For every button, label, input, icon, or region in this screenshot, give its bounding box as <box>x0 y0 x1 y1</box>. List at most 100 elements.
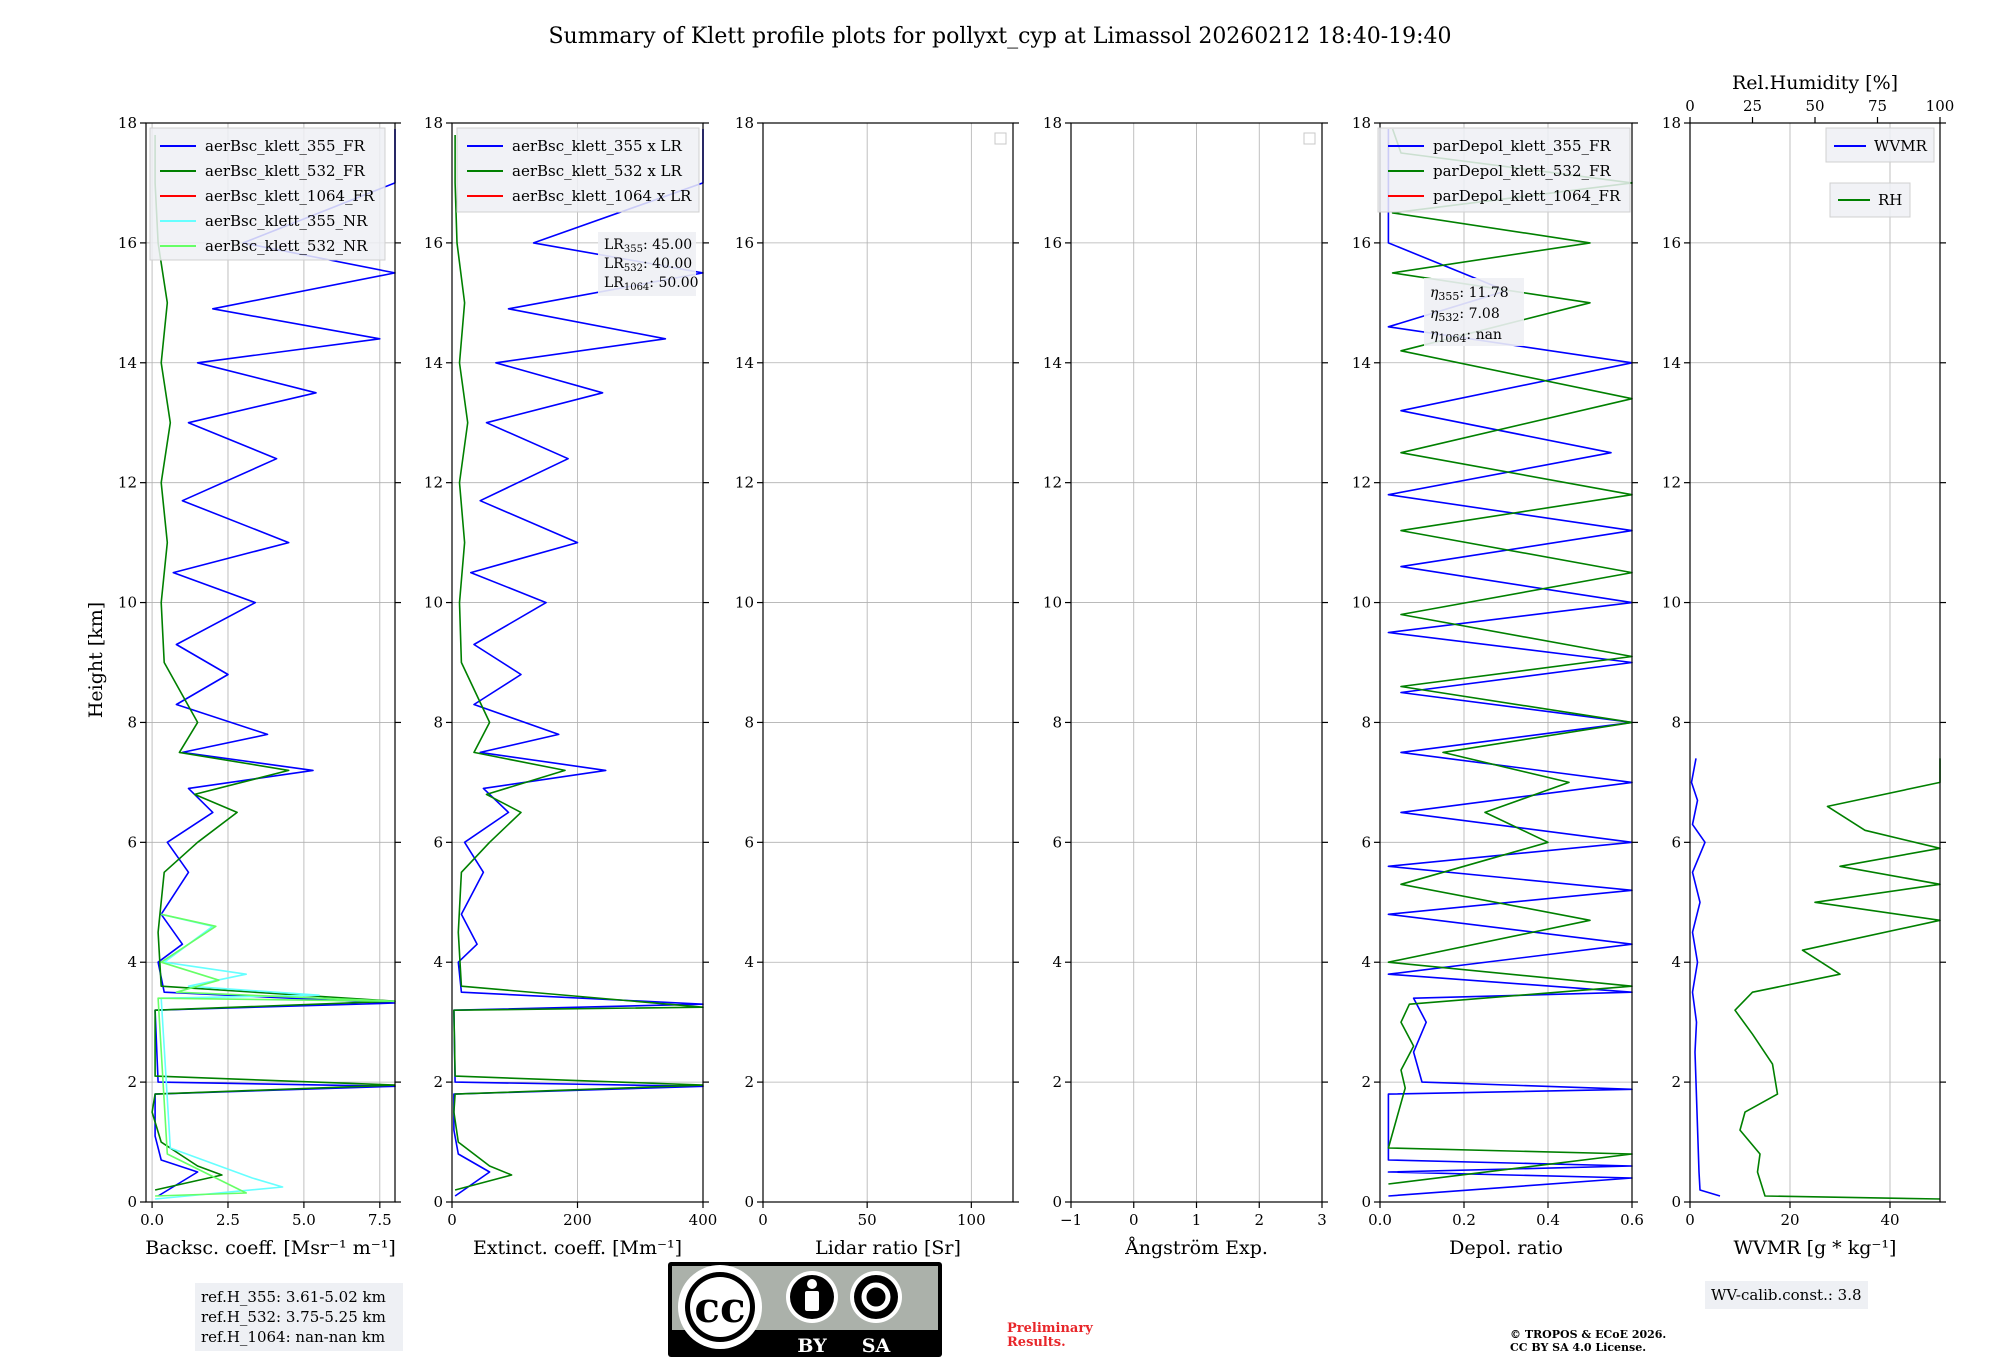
x-tick-label: 200 <box>563 1211 592 1229</box>
y-tick-label: 4 <box>744 953 754 971</box>
x-tick-label: 0 <box>1685 1211 1695 1229</box>
top-x-tick-label: 100 <box>1926 97 1955 115</box>
legend-entry: aerBsc_klett_532 x LR <box>512 162 683 180</box>
series-line-aerBsc_klett_532_NR <box>155 913 396 1197</box>
ref-height-1064: ref.H_1064: nan-nan km <box>201 1328 386 1346</box>
cc-by-sa-logo: cc BY SA <box>668 1262 942 1357</box>
y-tick-label: 4 <box>127 953 137 971</box>
cc-sa-text: SA <box>862 1335 891 1357</box>
y-tick-label: 0 <box>127 1193 137 1211</box>
y-tick-label: 0 <box>1671 1193 1681 1211</box>
y-tick-label: 12 <box>735 474 754 492</box>
ref-height-532: ref.H_532: 3.75-5.25 km <box>201 1308 386 1326</box>
y-tick-label: 18 <box>1352 114 1371 132</box>
lidar-ratio-annotation: LR355: 45.00 LR532: 40.00 LR1064: 50.00 <box>598 232 699 296</box>
y-tick-label: 2 <box>127 1073 137 1091</box>
y-tick-label: 0 <box>1052 1193 1062 1211</box>
x-axis-label: Ångström Exp. <box>1124 1237 1268 1259</box>
y-tick-label: 14 <box>118 354 137 372</box>
series-line-aerBsc_klett_355_NR <box>155 913 320 1200</box>
y-tick-label: 16 <box>424 234 443 252</box>
y-tick-label: 14 <box>1352 354 1371 372</box>
copyright-note: © TROPOS & ECoE 2026. CC BY SA 4.0 Licen… <box>1510 1328 1666 1354</box>
y-tick-label: 6 <box>1361 833 1371 851</box>
preliminary-line: Results. <box>1007 1335 1066 1350</box>
x-tick-label: 2 <box>1254 1211 1264 1229</box>
x-tick-label: 0.0 <box>1368 1211 1392 1229</box>
top-axis-label: Rel.Humidity [%] <box>1732 72 1898 94</box>
y-tick-label: 8 <box>1052 713 1062 731</box>
axes-frame <box>1379 122 1633 1203</box>
y-tick-label: 4 <box>1361 953 1371 971</box>
y-tick-label: 18 <box>1662 114 1681 132</box>
cc-logo-text: cc <box>694 1283 745 1332</box>
series-line-WVMR <box>1690 758 1721 1197</box>
y-tick-label: 2 <box>433 1073 443 1091</box>
legend-backscatter: aerBsc_klett_355_FR aerBsc_klett_532_FR … <box>149 127 386 261</box>
x-tick-label: 0.6 <box>1620 1211 1644 1229</box>
x-tick-label: 0 <box>1129 1211 1139 1229</box>
y-tick-label: 10 <box>1662 594 1681 612</box>
y-tick-label: 18 <box>118 114 137 132</box>
x-tick-label: 50 <box>858 1211 877 1229</box>
y-tick-label: 10 <box>424 594 443 612</box>
x-tick-label: 400 <box>689 1211 718 1229</box>
x-tick-label: 0.4 <box>1536 1211 1560 1229</box>
y-tick-label: 16 <box>1352 234 1371 252</box>
panel-backscatter: 0 2 4 6 8 10 12 14 16 18 0.0 2.5 5.0 7.5 Backsc. coeff… <box>118 114 401 1259</box>
empty-legend-box <box>1303 132 1316 145</box>
legend-depol: parDepol_klett_355_FR parDepol_klett_532… <box>1377 127 1631 213</box>
y-tick-label: 0 <box>744 1193 754 1211</box>
legend-entry: aerBsc_klett_355_NR <box>205 212 368 230</box>
y-tick-label: 2 <box>1671 1073 1681 1091</box>
series-line-aerBsc_klett_532 x LR <box>453 135 704 1191</box>
legend-entry: aerBsc_klett_1064 x LR <box>512 187 692 205</box>
eta355-annotation: η355: 11.78 <box>1430 285 1509 303</box>
legend-entry: parDepol_klett_532_FR <box>1433 162 1611 180</box>
x-tick-label: 0.0 <box>140 1211 164 1229</box>
y-tick-label: 16 <box>118 234 137 252</box>
y-tick-label: 4 <box>1671 953 1681 971</box>
legend-entry: parDepol_klett_355_FR <box>1433 137 1611 155</box>
x-axis-label: Extinct. coeff. [Mm⁻¹] <box>473 1237 682 1259</box>
y-tick-label: 10 <box>1352 594 1371 612</box>
legend-extinction: aerBsc_klett_355 x LR aerBsc_klett_532 x… <box>456 127 700 213</box>
y-tick-label: 14 <box>735 354 754 372</box>
y-tick-label: 10 <box>118 594 137 612</box>
legend-entry: WVMR <box>1874 137 1928 155</box>
legend-rh: RH <box>1829 182 1911 218</box>
y-tick-label: 16 <box>1662 234 1681 252</box>
y-tick-label: 10 <box>735 594 754 612</box>
y-tick-label: 8 <box>127 713 137 731</box>
empty-legend-box <box>994 132 1007 145</box>
y-tick-label: 0 <box>433 1193 443 1211</box>
eta532-annotation: η532: 7.08 <box>1430 306 1500 324</box>
ref-height-355: ref.H_355: 3.61-5.02 km <box>201 1288 386 1306</box>
y-tick-label: 16 <box>735 234 754 252</box>
y-tick-label: 4 <box>1052 953 1062 971</box>
x-tick-label: 100 <box>957 1211 986 1229</box>
eta1064-annotation: η1064: nan <box>1430 327 1502 345</box>
series-line-aerBsc_klett_355_FR <box>154 129 396 1197</box>
panel-extinction: 0 2 4 6 8 10 12 14 16 18 0 200 400 Extinct. coeff. [M… <box>424 114 717 1259</box>
x-tick-label: 2.5 <box>216 1211 240 1229</box>
y-tick-label: 18 <box>424 114 443 132</box>
x-axis-label: Depol. ratio <box>1449 1237 1563 1259</box>
y-tick-label: 2 <box>1361 1073 1371 1091</box>
y-axis-label: Height [km] <box>85 602 107 718</box>
eta-annotation: η355: 11.78 η532: 7.08 η1064: nan <box>1424 278 1524 346</box>
legend-entry: aerBsc_klett_532_NR <box>205 237 368 255</box>
y-tick-label: 10 <box>1043 594 1062 612</box>
lr355-annotation: LR355: 45.00 <box>604 237 692 255</box>
legend-entry: aerBsc_klett_355 x LR <box>512 137 683 155</box>
y-tick-label: 12 <box>1043 474 1062 492</box>
top-x-tick-label: 0 <box>1685 97 1695 115</box>
x-axis-label: Lidar ratio [Sr] <box>815 1237 961 1259</box>
x-tick-label: 1 <box>1192 1211 1202 1229</box>
preliminary-results-note: Preliminary Results. <box>1007 1322 1093 1350</box>
y-tick-label: 6 <box>1052 833 1062 851</box>
x-tick-label: 20 <box>1780 1211 1799 1229</box>
y-tick-label: 8 <box>1361 713 1371 731</box>
